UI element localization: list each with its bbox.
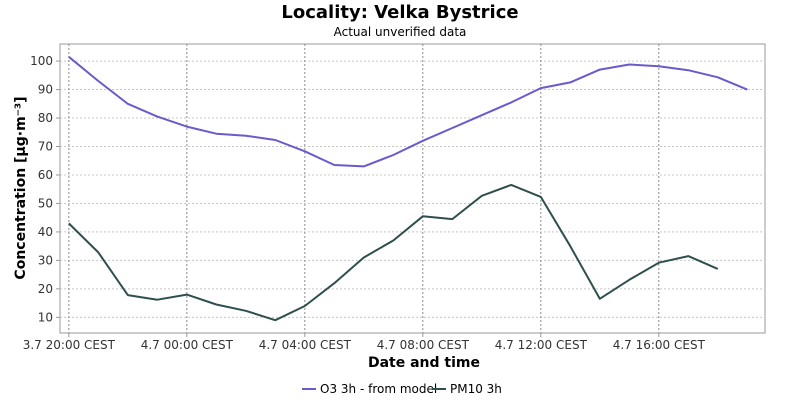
series-line-pm10 bbox=[68, 183, 719, 322]
x-tick-label: 4.7 00:00 CEST bbox=[141, 338, 234, 352]
y-tick-label: 70 bbox=[38, 140, 53, 154]
y-tick-label: 90 bbox=[38, 83, 53, 97]
chart-subtitle: Actual unverified data bbox=[334, 25, 467, 39]
y-tick-label: 30 bbox=[38, 253, 53, 267]
y-tick-label: 20 bbox=[38, 282, 53, 296]
series-line-o3 bbox=[68, 56, 748, 168]
y-tick-label: 100 bbox=[30, 54, 53, 68]
legend-label: O3 3h - from model bbox=[320, 382, 437, 396]
y-tick-label: 10 bbox=[38, 310, 53, 324]
chart-title: Locality: Velka Bystrice bbox=[281, 2, 518, 23]
y-axis-label: Concentration [µg·m⁻³] bbox=[13, 96, 29, 279]
series-layer bbox=[68, 56, 748, 322]
x-tick-label: 4.7 04:00 CEST bbox=[259, 338, 352, 352]
x-tick-label: 4.7 08:00 CEST bbox=[377, 338, 470, 352]
x-tick-label: 4.7 12:00 CEST bbox=[495, 338, 588, 352]
x-tick-label: 3.7 20:00 CEST bbox=[23, 338, 116, 352]
x-axis-label: Date and time bbox=[368, 355, 480, 371]
x-tick-label: 4.7 16:00 CEST bbox=[613, 338, 706, 352]
y-tick-label: 60 bbox=[38, 168, 53, 182]
tick-labels: 10 20 30 40 50 60 70 80 90 100 3.7 20:00 CEST 4.7 0… bbox=[23, 54, 706, 352]
legend-label: PM10 3h bbox=[450, 382, 502, 396]
y-tick-label: 40 bbox=[38, 225, 53, 239]
y-tick-label: 50 bbox=[38, 196, 53, 210]
plot-area bbox=[59, 43, 766, 334]
legend: O3 3h - from model PM10 3h bbox=[302, 382, 502, 396]
y-tick-label: 80 bbox=[38, 111, 53, 125]
